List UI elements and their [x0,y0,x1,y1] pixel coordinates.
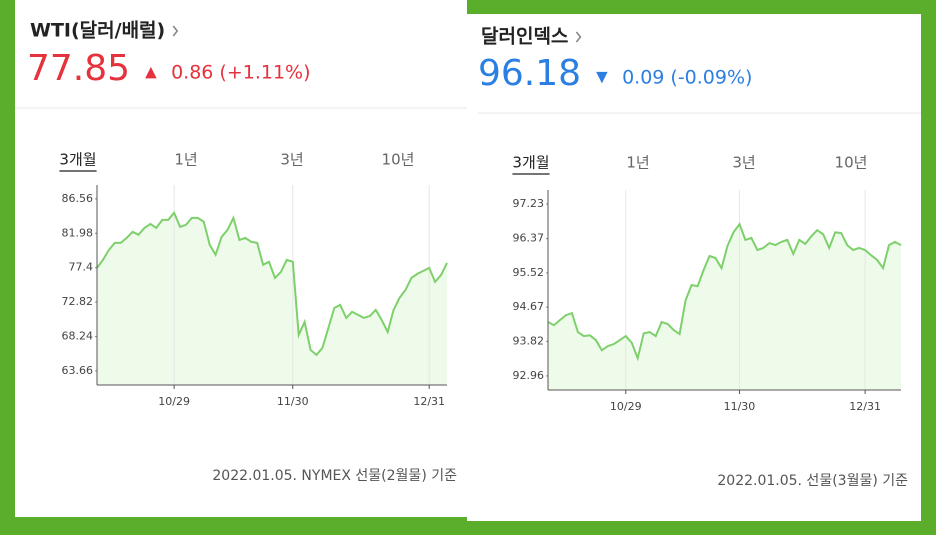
tab[interactable]: 3개월 [512,154,549,172]
line [96,210,448,357]
price: 77.85 [27,48,130,89]
area [548,224,901,390]
tab[interactable]: 1년 [174,151,197,169]
tab[interactable]: 10년 [835,154,868,172]
y-tick-label: 92.96 [513,369,545,382]
chevron [575,31,582,43]
tab[interactable]: 1년 [626,154,649,172]
x-tick-label: 10/29 [158,395,190,408]
x-tick-label: 11/30 [724,400,756,413]
tab[interactable]: 3년 [732,154,755,172]
y-tick-label: 72.82 [62,295,94,308]
change-arrow: ▲ [145,63,157,81]
y-tick-label: 93.82 [513,334,545,347]
y-tick-label: 97.23 [513,197,545,210]
y-tick-label: 86.56 [62,192,94,205]
tab[interactable]: 3개월 [59,151,96,169]
x-tick-label: 12/31 [849,400,881,413]
y-tick-label: 63.66 [62,364,94,377]
y-tick-label: 81.98 [62,226,94,239]
line [547,222,902,362]
title[interactable]: 달러인덱스 [481,26,568,48]
footnote: 2022.01.05. 선물(3월물) 기준 [717,473,908,489]
change-arrow: ▼ [596,68,608,86]
y-tick-label: 96.37 [513,232,545,245]
y-tick-label: 94.67 [513,300,545,313]
y-tick-label: 77.4 [69,261,94,274]
footnote: 2022.01.05. NYMEX 선물(2월물) 기준 [212,468,457,484]
change: 0.86 (+1.11%) [171,62,310,84]
x-tick-label: 10/29 [610,400,642,413]
change: 0.09 (-0.09%) [622,67,752,89]
price: 96.18 [478,53,581,94]
x-tick-label: 12/31 [413,395,445,408]
area [97,212,447,385]
chevron [172,25,179,37]
tab[interactable]: 10년 [382,151,415,169]
y-tick-label: 68.24 [62,330,94,343]
tab[interactable]: 3년 [280,151,303,169]
y-tick-label: 95.52 [513,266,545,279]
x-tick-label: 11/30 [277,395,309,408]
title[interactable]: WTI(달러/배럴) [30,20,165,42]
